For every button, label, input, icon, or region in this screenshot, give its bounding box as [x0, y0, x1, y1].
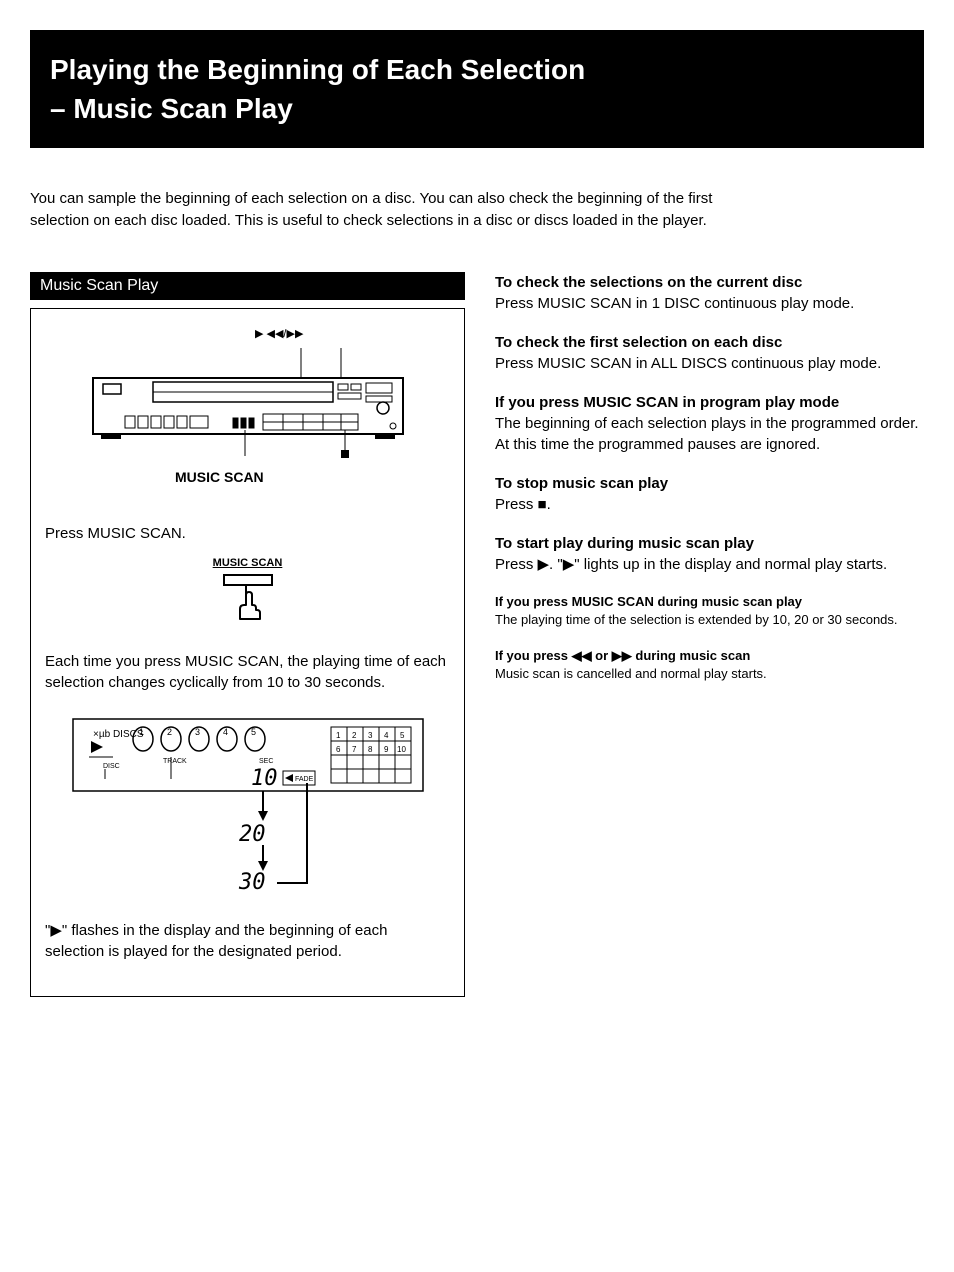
note-body: The beginning of each selection plays in…: [495, 413, 924, 455]
page-title-bar: Playing the Beginning of Each Selection …: [30, 30, 924, 148]
svg-text:5: 5: [400, 731, 405, 740]
svg-text:SEC: SEC: [259, 758, 273, 765]
svg-text:4: 4: [223, 727, 228, 737]
note-heading: To check the selections on the current d…: [495, 272, 924, 293]
device-top-labels: ▶ ◀◀/▶▶: [45, 327, 450, 342]
step3-text: "▶" flashes in the display and the begin…: [45, 920, 450, 962]
svg-text:DISC: DISC: [103, 763, 120, 770]
svg-text:2: 2: [167, 727, 172, 737]
note-body: The playing time of the selection is ext…: [495, 611, 924, 629]
note-heading: To check the first selection on each dis…: [495, 332, 924, 353]
device-diagram: ▶ ◀◀/▶▶: [45, 327, 450, 488]
page: Playing the Beginning of Each Selection …: [0, 0, 954, 1047]
section-header: Music Scan Play: [30, 272, 465, 300]
svg-text:10: 10: [251, 766, 278, 791]
svg-text:3: 3: [195, 727, 200, 737]
device-bottom-label: MUSIC SCAN: [45, 468, 450, 488]
svg-text:20: 20: [239, 822, 266, 847]
note-heading: If you press ◀◀ or ▶▶ during music scan: [495, 647, 924, 665]
title-line2: – Music Scan Play: [50, 89, 904, 128]
note-check-first-each-disc: To check the first selection on each dis…: [495, 332, 924, 374]
svg-text:6: 6: [336, 745, 341, 754]
intro-paragraph: You can sample the beginning of each sel…: [30, 188, 730, 232]
svg-text:3: 3: [368, 731, 373, 740]
note-body: Press MUSIC SCAN in 1 DISC continuous pl…: [495, 293, 924, 314]
right-column: To check the selections on the current d…: [495, 272, 924, 998]
note-body: Music scan is cancelled and normal play …: [495, 665, 924, 683]
left-column: Music Scan Play ▶ ◀◀/▶▶: [30, 272, 465, 998]
svg-text:TRACK: TRACK: [163, 758, 187, 765]
two-column-layout: Music Scan Play ▶ ◀◀/▶▶: [30, 272, 924, 998]
note-press-scan-during-scan: If you press MUSIC SCAN during music sca…: [495, 593, 924, 629]
button-label: MUSIC SCAN: [45, 556, 450, 571]
display-diagram: ×µb DISCS DISC 1: [45, 713, 450, 899]
note-body: Press ▶. "▶" lights up in the display an…: [495, 554, 924, 575]
svg-text:2: 2: [352, 731, 357, 740]
note-program-play-mode: If you press MUSIC SCAN in program play …: [495, 392, 924, 455]
note-start-during-scan: To start play during music scan play Pre…: [495, 533, 924, 575]
title-line1: Playing the Beginning of Each Selection: [50, 50, 904, 89]
note-heading: If you press MUSIC SCAN in program play …: [495, 392, 924, 413]
svg-text:5: 5: [251, 727, 256, 737]
note-body: Press ■.: [495, 494, 924, 515]
lcd-display-illustration: ×µb DISCS DISC 1: [63, 713, 433, 893]
note-heading: To start play during music scan play: [495, 533, 924, 554]
note-heading: To stop music scan play: [495, 473, 924, 494]
cd-player-illustration: [83, 348, 413, 458]
svg-text:1: 1: [336, 731, 341, 740]
note-body: Press MUSIC SCAN in ALL DISCS continuous…: [495, 353, 924, 374]
steps-box: ▶ ◀◀/▶▶: [30, 308, 465, 998]
step2-text: Each time you press MUSIC SCAN, the play…: [45, 651, 450, 693]
music-scan-button-diagram: MUSIC SCAN: [45, 556, 450, 627]
svg-text:7: 7: [352, 745, 357, 754]
note-press-rewff-during-scan: If you press ◀◀ or ▶▶ during music scan …: [495, 647, 924, 683]
note-heading: If you press MUSIC SCAN during music sca…: [495, 593, 924, 611]
note-stop-scan: To stop music scan play Press ■.: [495, 473, 924, 515]
svg-text:1: 1: [139, 727, 144, 737]
svg-text:9: 9: [384, 745, 389, 754]
svg-text:10: 10: [397, 745, 406, 754]
svg-text:8: 8: [368, 745, 373, 754]
svg-text:30: 30: [238, 870, 266, 893]
note-check-current-disc: To check the selections on the current d…: [495, 272, 924, 314]
svg-text:4: 4: [384, 731, 389, 740]
press-button-icon: [218, 573, 278, 621]
svg-text:FADE: FADE: [295, 776, 314, 783]
step1-text: Press MUSIC SCAN.: [45, 523, 450, 544]
